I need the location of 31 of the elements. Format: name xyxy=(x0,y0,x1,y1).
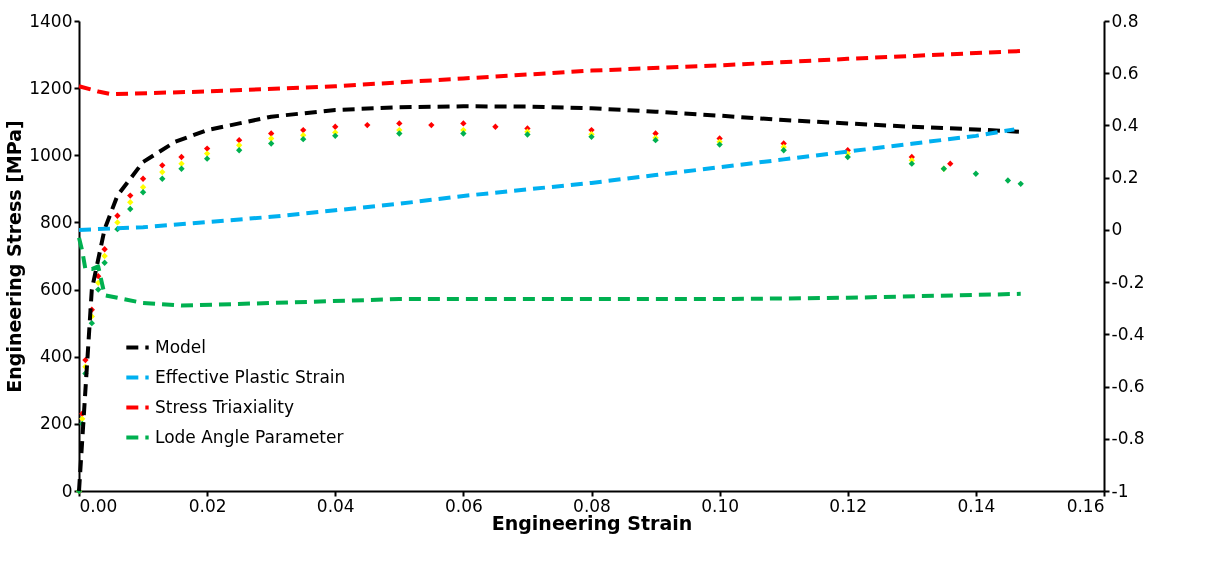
x-tick-label: 0.00 xyxy=(79,495,118,516)
x-tick-label: 0.12 xyxy=(829,495,868,516)
y-tick-label: 800 xyxy=(40,211,73,232)
y2-tick-label: 0.4 xyxy=(1111,114,1139,135)
y-tick-label: 0 xyxy=(61,480,73,501)
y-tick-label: 200 xyxy=(40,413,73,434)
y2-tick-label: -1 xyxy=(1111,480,1129,501)
y2-tick-label: -0.6 xyxy=(1111,376,1145,397)
y2-tick-label: -0.4 xyxy=(1111,323,1145,344)
y2-tick-label: 0.2 xyxy=(1111,167,1139,188)
y-tick-label: 1000 xyxy=(29,144,73,165)
x-tick-label: 0.06 xyxy=(444,495,483,516)
y2-tick-label: -0.2 xyxy=(1111,271,1145,292)
legend-label: Lode Angle Parameter xyxy=(155,426,344,447)
y-axis-title: Engineering Stress [MPa] xyxy=(3,120,26,393)
x-tick-label: 0.14 xyxy=(957,495,996,516)
legend-label: Effective Plastic Strain xyxy=(155,366,346,387)
legend-label: Model xyxy=(155,336,207,357)
y2-tick-label: 0.8 xyxy=(1111,10,1139,31)
y2-tick-label: 0 xyxy=(1111,219,1123,240)
legend-label: Stress Triaxiality xyxy=(155,396,295,417)
y-tick-label: 1400 xyxy=(29,10,73,31)
x-tick-label: 0.10 xyxy=(701,495,740,516)
y-tick-label: 400 xyxy=(40,346,73,367)
y2-tick-label: 0.6 xyxy=(1111,62,1139,83)
x-tick-label: 0.16 xyxy=(1066,495,1105,516)
y2-tick-label: -0.8 xyxy=(1111,428,1145,449)
y-tick-label: 600 xyxy=(40,279,73,300)
y-tick-label: 1200 xyxy=(29,77,73,98)
x-tick-label: 0.02 xyxy=(188,495,227,516)
x-tick-label: 0.04 xyxy=(316,495,355,516)
